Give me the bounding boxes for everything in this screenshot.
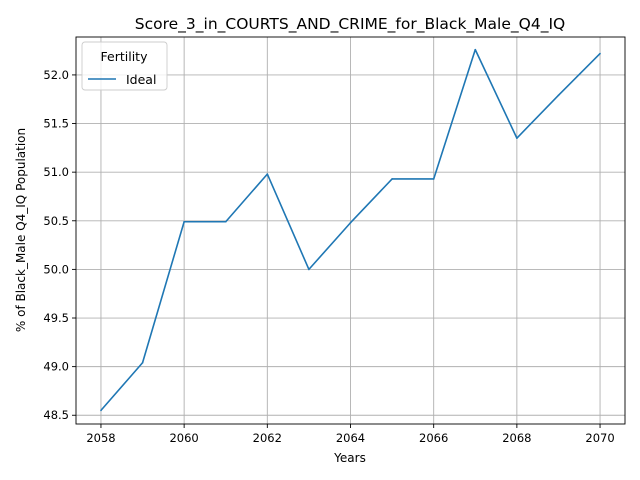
data-point	[183, 220, 185, 223]
legend-label-ideal: Ideal	[126, 72, 156, 87]
axis-ticks: 2058 2060 2062 2064 2066 2068 2070 48.5 49.0 49.5…	[43, 68, 614, 445]
legend-title: Fertility	[101, 49, 149, 64]
y-axis-label: % of Black_Male Q4_IQ Population	[14, 128, 28, 332]
data-point	[599, 52, 601, 55]
y-tick-label: 50.0	[43, 262, 69, 276]
data-point	[266, 173, 269, 175]
data-point	[516, 137, 518, 139]
chart-title: Score_3_in_COURTS_AND_CRIME_for_Black_Ma…	[135, 15, 565, 34]
data-point	[557, 94, 560, 97]
y-tick-label: 50.5	[43, 214, 69, 228]
x-tick-label: 2060	[169, 431, 198, 445]
data-point	[308, 268, 310, 271]
legend: Fertility Ideal	[81, 41, 168, 91]
y-tick-label: 49.0	[43, 360, 69, 374]
x-tick-label: 2064	[336, 431, 365, 445]
data-point	[141, 361, 144, 364]
y-tick-label: 51.0	[43, 165, 69, 179]
y-tick-label: 48.5	[43, 408, 69, 422]
data-point	[349, 221, 352, 224]
x-tick-label: 2070	[585, 431, 614, 445]
data-point	[474, 48, 477, 51]
data-point	[100, 409, 102, 412]
y-tick-label: 52.0	[43, 68, 69, 82]
x-tick-label: 2068	[502, 431, 531, 445]
y-tick-label: 49.5	[43, 311, 69, 325]
data-point	[432, 178, 435, 180]
data-point	[391, 178, 393, 180]
series-layer	[100, 48, 601, 412]
legend-frame	[81, 41, 168, 91]
x-tick-label: 2062	[253, 431, 282, 445]
x-axis-label: Years	[333, 451, 366, 465]
y-tick-label: 51.5	[43, 117, 69, 131]
x-tick-label: 2066	[419, 431, 448, 445]
data-point	[224, 220, 227, 223]
grid-lines	[76, 37, 625, 424]
x-tick-label: 2058	[86, 431, 115, 445]
